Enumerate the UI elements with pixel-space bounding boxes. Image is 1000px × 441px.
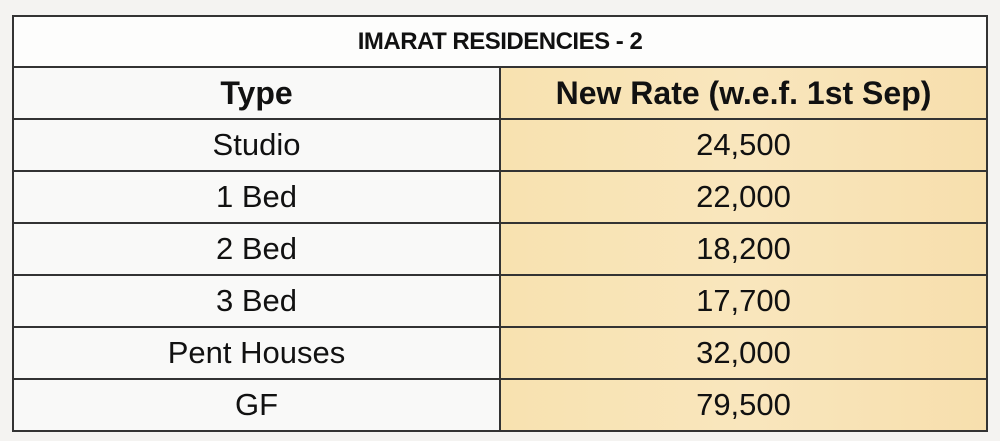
rate-cell: 24,500 [499,118,988,172]
table-row: Studio 24,500 [12,118,988,172]
rate-cell: 17,700 [499,274,988,328]
table-row: Pent Houses 32,000 [12,326,988,380]
rate-cell: 32,000 [499,326,988,380]
header-row: Type New Rate (w.e.f. 1st Sep) [12,66,988,120]
type-cell: 3 Bed [12,274,501,328]
rate-cell: 18,200 [499,222,988,276]
type-cell: GF [12,378,501,432]
title-row: IMARAT RESIDENCIES - 2 [12,15,988,68]
rate-table: IMARAT RESIDENCIES - 2 Type New Rate (w.… [12,15,988,432]
rate-cell: 79,500 [499,378,988,432]
table-row: 3 Bed 17,700 [12,274,988,328]
table-row: 2 Bed 18,200 [12,222,988,276]
rate-header: New Rate (w.e.f. 1st Sep) [499,66,988,120]
type-cell: 2 Bed [12,222,501,276]
table-row: 1 Bed 22,000 [12,170,988,224]
table-row: GF 79,500 [12,378,988,432]
table-title: IMARAT RESIDENCIES - 2 [12,15,988,68]
rate-cell: 22,000 [499,170,988,224]
type-header: Type [12,66,501,120]
type-cell: Studio [12,118,501,172]
type-cell: 1 Bed [12,170,501,224]
type-cell: Pent Houses [12,326,501,380]
